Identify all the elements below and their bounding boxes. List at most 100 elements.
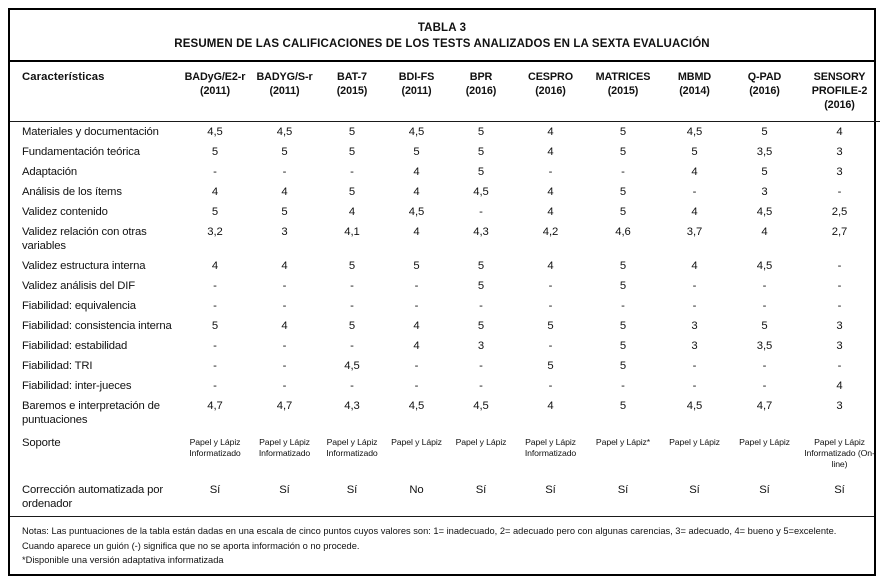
cell-value: 5 [619,126,627,138]
cell-value: 4 [761,226,768,238]
cell-value: 3,2 [207,226,223,238]
cell-value: Papel y Lápiz Informatizado (On-line) [804,437,875,469]
cell-value: - [837,260,842,272]
cell-value: - [692,380,697,392]
cell-value: 3 [477,340,485,352]
cell-value: 4,3 [473,226,489,238]
cell-value: Papel y Lápiz Informatizado [258,437,311,458]
row-label: Fundamentación teórica [22,146,140,158]
cell-value: 4,2 [542,226,559,238]
table-title: RESUMEN DE LAS CALIFICACIONES DE LOS TES… [174,38,710,50]
table-row: Fiabilidad: inter-jueces - - - - - - - - - 4 [10,376,880,396]
cell-value: - [213,360,217,372]
table-row: Adaptación - - - 4 5 - - 4 5 3 [10,162,880,182]
cell-value: 5 [477,320,485,332]
cell-value: - [621,166,625,178]
cell-value: Papel y Lápiz [669,437,720,447]
column-header: Q-PAD (2016) [730,62,799,122]
cell-value: - [548,300,553,312]
cell-value: 5 [477,126,485,138]
row-label: Validez análisis del DIF [22,280,135,292]
cell-value: Papel y Lápiz [455,437,507,447]
cell-value: - [350,380,354,392]
cell-value: 3 [691,320,698,332]
cell-value: 4 [211,260,219,272]
cell-value: 5 [619,320,627,332]
cell-value: 5 [281,206,288,218]
cell-value: 4 [211,186,219,198]
table-header: Características BADyG/E2-r (2011) BADYG/S-… [10,62,880,122]
cell-value: 5 [477,146,485,158]
cell-value: 4 [281,320,288,332]
cell-value: No [409,484,424,496]
cell-value: - [692,360,697,372]
table-sheet: TABLA 3 RESUMEN DE LAS CALIFICACIONES DE… [8,8,880,576]
row-label: Validez relación con otras variables [22,226,147,252]
cell-value: 3 [281,226,288,238]
column-header: MBMD (2014) [659,62,730,122]
ratings-table: Características BADyG/E2-r (2011) BADYG/S-… [10,62,880,516]
cell-value: 4,1 [344,226,360,238]
cell-value: - [692,300,697,312]
cell-value: 5 [211,146,219,158]
cell-value: - [213,380,217,392]
cell-value: Sí [689,484,700,496]
cell-value: Papel y Lápiz* [595,437,651,447]
cell-value: - [837,300,842,312]
cell-value: - [479,300,483,312]
cell-value: 5 [547,320,554,332]
cell-value: Sí [279,484,290,496]
table-row: Fiabilidad: consistencia interna 5 4 5 4 5 5 5 3… [10,316,880,336]
cell-value: 5 [619,260,627,272]
cell-value: 4,7 [756,400,773,412]
column-header: BDI-FS (2011) [385,62,448,122]
table-row: Fiabilidad: equivalencia - - - - - - - - - - [10,296,880,316]
cell-value: 4 [547,260,554,272]
cell-value: 4,5 [408,206,425,218]
cell-value: 3 [836,166,843,178]
cell-value: 3 [836,320,843,332]
cell-value: - [414,300,419,312]
cell-value: 5 [619,360,627,372]
cell-value: 2,7 [831,226,848,238]
cell-value: 5 [619,206,627,218]
cell-value: 4 [547,146,554,158]
table-titles: TABLA 3 RESUMEN DE LAS CALIFICACIONES DE… [10,10,874,60]
cell-value: 4 [281,260,288,272]
note-line: Notas: Las puntuaciones de la tabla está… [22,526,837,536]
cell-value: 4 [836,380,843,392]
cell-value: - [282,300,287,312]
cell-value: - [548,280,553,292]
cell-value: 3 [836,400,843,412]
table-row: Soporte Papel y Lápiz Informatizado Papel … [10,430,880,477]
row-label: Corrección automatizada por ordenador [22,484,164,510]
cell-value: - [282,380,287,392]
cell-value: Sí [834,484,845,496]
notes-divider [10,516,874,517]
cell-value: 5 [348,186,356,198]
table-row: Análisis de los ítems 4 4 5 4 4,5 4 5 - 3 - [10,182,880,202]
cell-value: Papel y Lápiz Informatizado [189,437,241,458]
cell-value: Papel y Lápiz [391,437,442,447]
cell-value: - [350,280,354,292]
cell-value: 5 [619,146,627,158]
cell-value: 5 [761,320,768,332]
cell-value: - [621,380,625,392]
table-row: Validez contenido 5 5 4 4,5 - 4 5 4 4,5 2,5 [10,202,880,222]
note-line: Cuando aparece un guión (-) significa qu… [22,540,360,551]
feature-column-header: Características [10,62,180,122]
row-label: Validez estructura interna [22,260,146,272]
cell-value: 3,5 [756,146,773,158]
cell-value: - [213,280,217,292]
cell-value: 3,7 [686,226,703,238]
cell-value: 4 [691,166,698,178]
cell-value: - [548,340,553,352]
cell-value: 4 [547,186,554,198]
cell-value: Sí [545,484,556,496]
row-label: Validez contenido [22,206,108,218]
cell-value: 4,3 [344,400,360,412]
cell-value: - [621,300,625,312]
cell-value: Papel y Lápiz Informatizado [524,437,577,458]
cell-value: 4 [413,226,420,238]
cell-value: - [762,280,767,292]
